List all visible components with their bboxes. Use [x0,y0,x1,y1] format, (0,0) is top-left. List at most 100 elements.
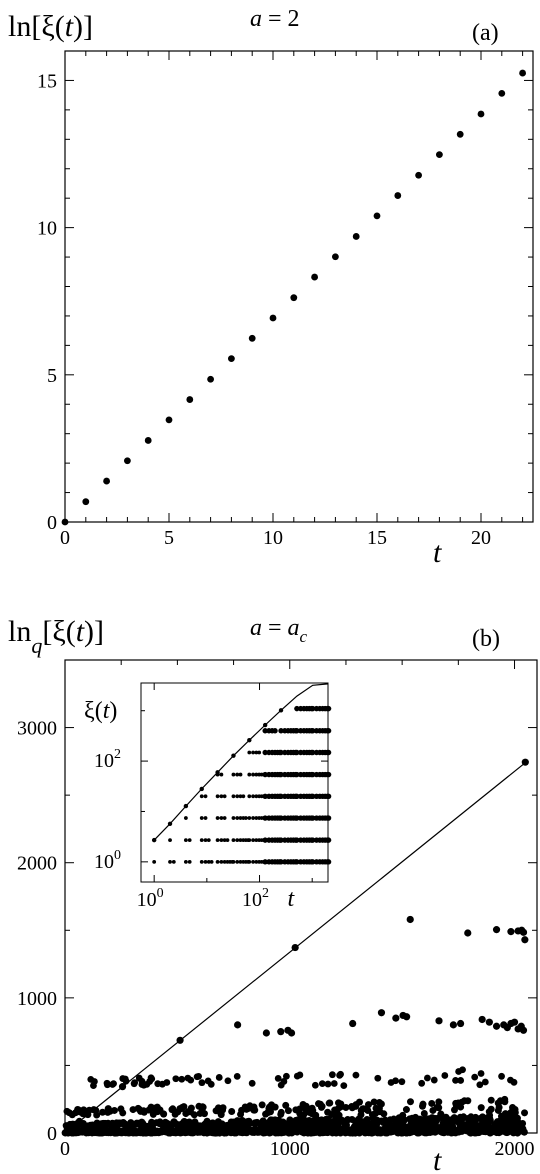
inset-point [310,859,316,865]
panel-b-cloud-point [368,1111,376,1119]
panel-b-xtick-label: 0 [60,1138,70,1160]
inset-point [254,838,259,843]
panel-b-cloud-point [447,1121,455,1129]
panel-b-cloud-point [299,1100,307,1108]
panel-b-cloud-point [348,1104,356,1112]
panel-b-cloud-point [455,1068,463,1075]
panel-b-cluster-point [406,915,414,924]
panel-b-cloud-point [63,1107,71,1115]
inset-point [310,793,316,800]
panel-b-cloud-point [355,1123,363,1131]
panel-a-title: a = 2 [250,6,300,32]
inset-point [262,793,268,800]
panel-b-cloud-point [110,1106,118,1114]
panel-b-cloud-point [143,1080,151,1088]
panel-b-cloud-point [337,1070,344,1078]
panel-b-cloud-point [381,1119,389,1127]
inset-point [278,749,284,756]
panel-a-point [373,212,381,220]
panel-b-cloud-point [380,1110,388,1118]
panel-b-cloud-point [421,1115,429,1123]
inset-point [183,859,188,864]
panel-a-series [61,69,526,526]
panel-b-cloud-point [258,1101,266,1109]
panel-b-cloud-point [187,1104,195,1112]
panel-b-cloud-point [342,1103,350,1111]
panel-b-cloud-point [268,1101,276,1109]
inset-point [294,705,300,712]
inset-point [225,838,230,843]
panel-b-cloud-point [452,1076,459,1084]
panel-b-cloud-point [87,1075,95,1083]
panel-b-cloud-point [360,1105,368,1113]
panel-b-series [61,758,529,1137]
panel-b-envelope-point [90,1106,98,1114]
panel-b-cloud-point [282,1101,290,1109]
inset-point [183,838,188,843]
panel-b-cluster-point [349,1019,357,1028]
panel-a-xtick-label: 5 [164,527,174,549]
panel-b-cloud-point [182,1119,190,1127]
panel-b-cloud-point [324,1080,332,1088]
panel-a-ylabel: ln[ξ(t)] [8,10,93,43]
panel-b-cloud-point [505,1122,513,1130]
inset-point [278,793,284,800]
inset-point [231,816,236,820]
panel-b-cloud-point [160,1110,168,1118]
inset-point [251,816,255,820]
inset-point [203,816,208,820]
panel-a-point [248,334,256,342]
inset-point [152,859,157,864]
inset-xtick-label: 100 [137,886,164,911]
panel-b-cloud-point [471,1073,479,1081]
panel-b-cloud-point [74,1106,82,1114]
inset-point [183,816,188,820]
panel-b-cloud-point [277,1110,285,1118]
inset-point [310,837,316,843]
inset-point [247,772,252,777]
panel-b-cloud-point [292,1106,300,1114]
panel-b-cloud-point [390,1123,398,1131]
panel-b-cloud-point [450,1106,458,1114]
panel-b-cloud-point [370,1098,378,1106]
panel-b-cloud-point [440,1120,448,1128]
inset-point [310,749,316,756]
panel-a-point [186,396,194,403]
inset-point [247,859,252,864]
inset-point [294,815,300,821]
panel-b-cloud-point [374,1074,382,1082]
inset-point [278,837,284,843]
inset-point [262,771,268,778]
panel-b-cluster-point [485,1018,493,1026]
panel-b-cloud-point [454,1099,462,1107]
panel-b-cluster-point [510,1018,519,1026]
inset-ytick-label: 100 [94,848,121,873]
panel-b-cloud-point [187,1076,195,1084]
panel-a-point [498,89,506,97]
inset-point [209,859,214,864]
panel-b-cloud-point [360,1118,368,1126]
inset-point [231,838,236,843]
panel-b-cloud-point [429,1106,437,1114]
panel-b-cloud-point [477,1104,485,1112]
panel-b-cloud-point [394,1117,402,1125]
panel-b-xlabel: t [433,1144,442,1174]
panel-b-cloud-point [245,1104,253,1112]
panel-b-cloud-point [119,1109,127,1117]
panel-b-cloud-point [326,1099,334,1107]
panel-b-cloud-point [495,1103,503,1111]
panel-a-point [519,69,526,77]
inset-point [251,794,255,799]
panel-a-xlabel: t [433,536,442,569]
panel-b-cloud-point [477,1070,485,1077]
inset-xtick-label: 102 [242,886,269,911]
panel-b-cloud-point [309,1107,317,1115]
inset-point [231,772,236,777]
inset-point [203,859,208,864]
inset-point [310,705,316,712]
inset-point [231,794,236,799]
inset-point [310,771,316,778]
inset-point [254,750,259,755]
panel-b-cloud-point [437,1127,445,1136]
panel-b-cloud-point [297,1111,305,1119]
